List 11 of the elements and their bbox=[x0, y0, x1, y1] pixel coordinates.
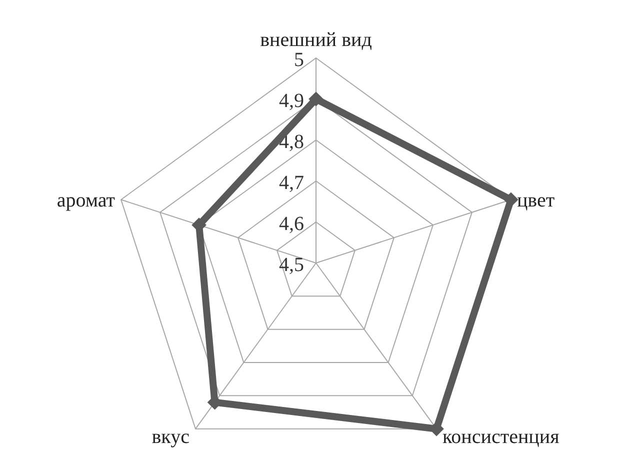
y-tick-label: 4,7 bbox=[279, 172, 304, 194]
y-tick-label: 4,9 bbox=[279, 90, 304, 112]
spoke-label: цвет bbox=[516, 190, 555, 212]
spoke-label: внешний вид bbox=[260, 29, 372, 51]
y-tick-label: 4,6 bbox=[279, 213, 304, 235]
spoke-label: консистенция bbox=[442, 426, 560, 448]
y-tick-label: 4,8 bbox=[279, 131, 304, 153]
spoke-label: аромат bbox=[56, 190, 116, 212]
spoke-label: вкус bbox=[152, 426, 190, 448]
y-tick-label: 4,5 bbox=[279, 254, 304, 276]
y-tick-label: 5 bbox=[294, 49, 304, 71]
